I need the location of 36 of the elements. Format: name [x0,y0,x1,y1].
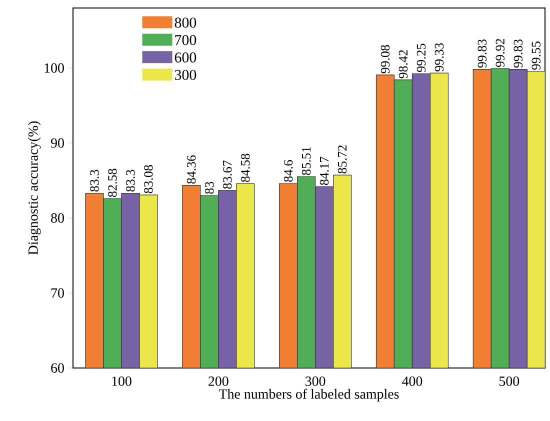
y-tick-label: 90 [50,138,64,148]
legend-label: 600 [174,52,196,62]
x-tick-label: 100 [112,376,132,386]
data-label: 99.25 [416,44,426,72]
legend-label: 300 [174,70,196,80]
data-label: 82.58 [108,168,117,197]
y-tick-label: 70 [51,288,64,298]
y-tick-label: 60 [51,363,64,373]
data-label: 83.3 [90,170,99,192]
x-tick-label: 500 [500,376,520,386]
data-label: 99.92 [496,38,505,67]
data-label: 99.08 [380,45,390,74]
data-label: 84.6 [284,160,293,182]
data-label: 84.36 [186,155,196,184]
data-label: 99.33 [434,43,444,72]
data-label: 83.3 [126,170,135,192]
y-axis-title: Diagnostic accuracy(%) [28,121,41,255]
data-label: 83.08 [144,165,153,194]
legend-label: 800 [174,18,196,28]
y-tick-label: 80 [51,213,64,223]
x-axis-title: The numbers of labeled samples [219,388,399,402]
data-label: 85.72 [338,145,347,174]
data-label: 83 [205,182,214,194]
data-label: 98.42 [398,50,408,78]
data-label: 84.17 [320,156,329,186]
data-label: 84.58 [240,154,250,182]
x-tick-label: 300 [306,376,326,386]
y-tick-label: 100 [44,63,64,73]
data-label: 83.67 [222,160,232,189]
data-label: 99.83 [514,39,523,68]
legend-label: 700 [175,35,196,46]
data-label: 99.55 [532,42,541,70]
data-label: 99.83 [478,39,487,68]
data-label: 85.51 [302,147,311,175]
x-tick-label: 400 [402,376,422,386]
x-tick-label: 200 [208,376,228,386]
